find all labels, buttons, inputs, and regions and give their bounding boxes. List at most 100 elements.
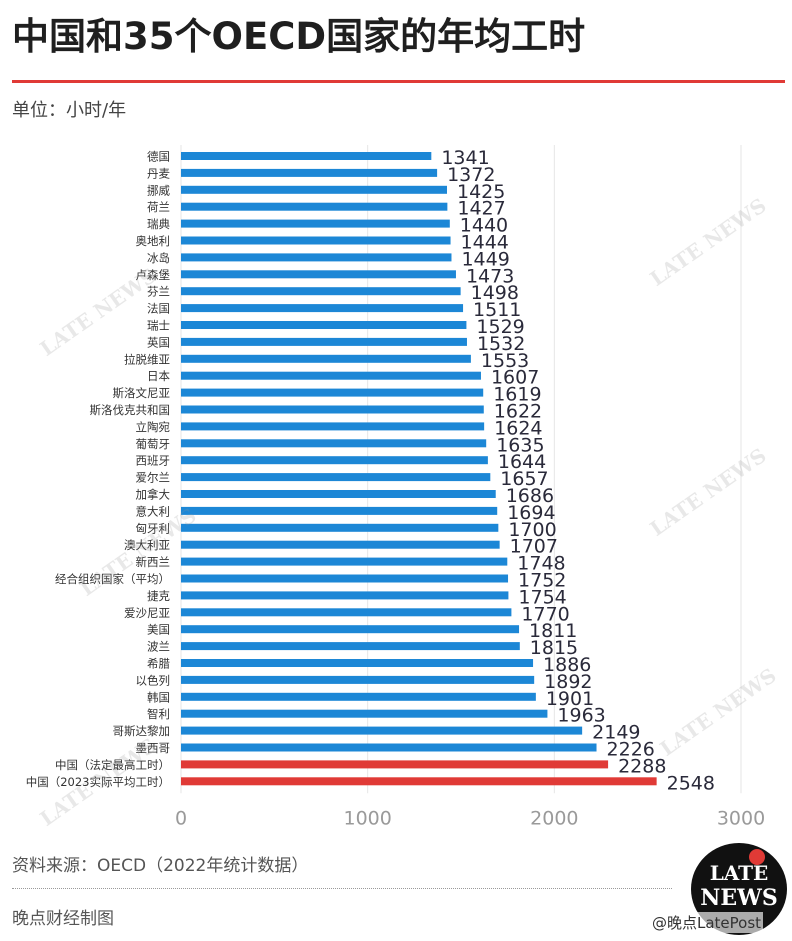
value-label: 2226 [607,739,655,761]
category-label: 奥地利 [136,234,171,248]
value-label: 2149 [592,722,640,744]
value-label: 1425 [457,181,505,203]
category-label: 德国 [147,150,170,164]
value-label: 1707 [510,536,558,558]
category-label: 丹麦 [147,166,170,180]
category-label: 英国 [147,335,170,349]
bar [181,659,534,667]
bar [181,591,509,600]
x-tick-label: 2000 [530,807,578,829]
category-label: 斯洛伐克共和国 [90,403,171,417]
value-label: 1473 [466,265,514,287]
category-label: 爱沙尼亚 [124,606,170,620]
bar [181,304,464,313]
category-label: 日本 [147,369,170,383]
bar [181,557,508,566]
bar [181,337,467,346]
category-label: 瑞士 [147,319,170,333]
x-tick-label: 1000 [343,807,391,829]
bar-chart: 0 1000 2000 3000 德国 1341 丹麦 1372 挪威 1425 荷兰 1427 瑞典 1… [26,145,765,829]
value-label: 1532 [477,333,525,355]
bar [181,540,500,549]
value-label: 1644 [498,451,546,473]
x-tick-label: 3000 [717,807,765,829]
value-label: 1341 [441,147,489,169]
unit-label: 单位：小时/年 [12,100,127,121]
bar [181,236,451,245]
category-label: 希腊 [147,657,170,671]
category-label: 墨西哥 [136,741,171,755]
value-label: 1892 [544,671,592,693]
category-label: 冰岛 [147,251,170,265]
value-label: 1624 [494,417,542,439]
value-label: 1444 [461,232,509,254]
credit-note: 晚点财经制图 [12,909,114,929]
x-tick-label: 0 [175,807,187,829]
logo-line-1: LATE [709,861,769,885]
category-label: 卢森堡 [136,268,171,282]
category-label: 爱尔兰 [136,471,171,485]
bar [181,354,471,363]
category-label: 西班牙 [136,454,171,468]
bar [181,388,484,397]
category-label: 捷克 [147,589,170,603]
bar [181,202,448,211]
value-label: 1529 [476,316,524,338]
value-label: 1427 [457,198,505,220]
bar [181,371,481,380]
category-label: 意大利 [136,504,171,518]
bar [181,760,609,769]
value-label: 2548 [667,772,715,794]
value-label: 1770 [521,603,569,625]
bar [181,270,456,279]
value-label: 1694 [507,502,555,524]
category-label: 中国（法定最高工时） [55,758,170,772]
category-label: 葡萄牙 [136,437,171,451]
bar [181,506,498,515]
bar [181,675,535,684]
bar [181,321,467,329]
chart-title: 中国和35个OECD国家的年均工时 [12,15,586,58]
bar [181,439,487,448]
category-label: 以色列 [136,673,171,687]
value-label: 1622 [494,401,542,423]
bar [181,574,509,583]
bar [181,168,438,177]
value-label: 1963 [557,705,605,727]
bar [181,152,432,160]
bar [181,777,657,786]
logo-line-2: NEWS [700,885,778,911]
weibo-watermark: @晚点LatePost [650,912,764,933]
logo-dot [749,849,765,865]
value-label: 1686 [506,485,554,507]
bar [181,490,496,498]
value-label: 1815 [530,637,578,659]
category-label: 荷兰 [147,200,170,214]
source-note: 资料来源：OECD（2022年统计数据） [12,856,309,876]
value-label: 1511 [473,299,521,321]
value-label: 1811 [529,620,577,642]
category-label: 美国 [147,623,170,637]
value-label: 1700 [508,519,556,541]
category-label: 挪威 [147,183,170,197]
value-label: 1886 [543,654,591,676]
bar [181,692,536,701]
category-label: 智利 [147,707,170,721]
value-label: 2288 [618,755,666,777]
title-divider [12,80,785,83]
category-label: 韩国 [147,690,170,704]
category-label: 加拿大 [136,488,171,502]
footer-divider [12,888,672,889]
bar [181,523,499,532]
bar [181,743,597,752]
bar [181,642,520,651]
value-label: 1635 [496,434,544,456]
bar [181,726,583,735]
bar [181,422,485,431]
bar [181,405,484,414]
bar [181,608,512,617]
category-label: 芬兰 [147,285,170,299]
value-label: 1372 [447,164,495,186]
value-label: 1901 [546,688,594,710]
value-label: 1752 [518,570,566,592]
